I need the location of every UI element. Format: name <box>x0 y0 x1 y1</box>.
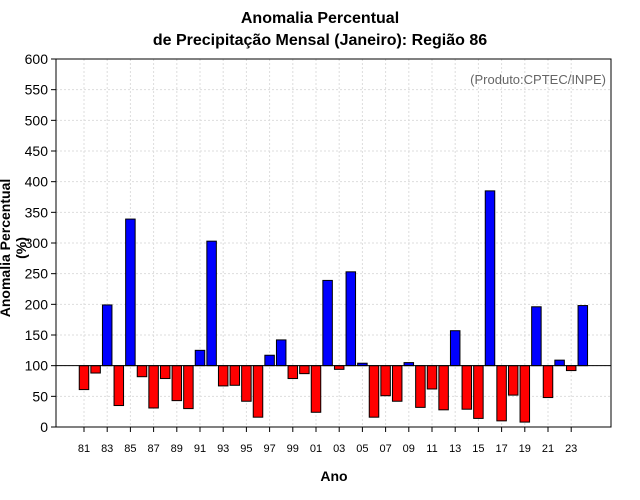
bar-89 <box>171 365 183 402</box>
bar-01 <box>310 365 322 413</box>
bar-17 <box>496 365 507 422</box>
x-tick-label: 95 <box>240 443 252 455</box>
y-tick-label: 300 <box>25 235 49 251</box>
bar-93 <box>217 365 229 387</box>
bar-00 <box>299 365 310 375</box>
y-tick-label: 150 <box>25 327 49 343</box>
x-tick-label: 83 <box>101 443 113 455</box>
x-tick-label: 13 <box>449 443 461 455</box>
y-tick-label: 550 <box>25 82 49 98</box>
bar-14 <box>461 365 473 410</box>
bar-94 <box>229 365 241 386</box>
y-tick-label: 450 <box>25 143 49 159</box>
chart-title-line2: de Precipitação Mensal (Janeiro): Região… <box>152 32 488 49</box>
x-tick-label: 81 <box>78 443 90 455</box>
bar-86 <box>136 365 148 378</box>
x-tick-label: 97 <box>263 443 275 455</box>
x-tick-label: 05 <box>356 443 368 455</box>
y-axis-label: Anomalia Percentual (%) <box>0 178 29 318</box>
x-tick-label: 01 <box>310 443 322 455</box>
bar-19 <box>519 365 531 423</box>
bar-96 <box>252 365 264 418</box>
bar-10 <box>415 365 426 408</box>
bar-92 <box>206 240 217 367</box>
bar-11 <box>426 365 438 390</box>
x-tick-label: 17 <box>495 443 507 455</box>
bar-18 <box>507 365 519 396</box>
bar-87 <box>148 365 159 409</box>
chart-title-line1: Anomalia Percentual <box>240 10 400 27</box>
bar-84 <box>113 365 125 407</box>
bar-83 <box>101 304 113 367</box>
bar-21 <box>542 365 554 399</box>
bar-22 <box>554 359 565 367</box>
x-tick-label: 93 <box>217 443 229 455</box>
x-tick-label: 23 <box>565 443 577 455</box>
y-tick-label: 350 <box>25 204 49 220</box>
bar-12 <box>438 365 449 411</box>
x-tick-label: 09 <box>403 443 415 455</box>
x-tick-label: 21 <box>542 443 554 455</box>
bar-24 <box>577 305 589 367</box>
x-tick-label: 19 <box>519 443 531 455</box>
bar-15 <box>473 365 484 419</box>
x-tick-label: 99 <box>287 443 299 455</box>
bar-07 <box>380 365 391 397</box>
x-tick-label: 87 <box>147 443 159 455</box>
bar-16 <box>484 190 496 367</box>
x-tick-label: 15 <box>472 443 484 455</box>
bar-99 <box>287 365 299 380</box>
bar-90 <box>183 365 194 410</box>
x-tick-label: 07 <box>379 443 391 455</box>
x-tick-label: 11 <box>426 443 437 455</box>
bar-04 <box>345 271 357 367</box>
y-tick-label: 250 <box>25 266 49 282</box>
bar-95 <box>241 365 252 402</box>
bar-82 <box>90 365 101 374</box>
y-tick-label: 600 <box>25 51 49 67</box>
bar-88 <box>159 365 171 380</box>
x-tick-label: 89 <box>171 443 183 455</box>
y-tick-label: 500 <box>25 112 49 128</box>
x-tick-label: 85 <box>124 443 136 455</box>
x-tick-label: 03 <box>333 443 345 455</box>
bar-98 <box>275 339 287 367</box>
bar-08 <box>391 365 403 402</box>
bar-85 <box>125 218 136 367</box>
bar-97 <box>264 354 275 367</box>
bar-20 <box>531 306 542 367</box>
bar-13 <box>449 330 461 367</box>
bar-03 <box>333 365 345 370</box>
product-credit: (Produto:CPTEC/INPE) <box>470 72 606 87</box>
y-tick-label: 50 <box>32 388 48 404</box>
bar-23 <box>565 365 577 372</box>
bar-81 <box>78 365 90 391</box>
bar-02 <box>322 279 333 367</box>
x-axis-label: Ano <box>320 468 348 484</box>
y-tick-label: 200 <box>25 296 49 312</box>
y-tick-label: 400 <box>25 174 49 190</box>
y-tick-label: 100 <box>25 358 49 374</box>
bar-06 <box>368 365 380 418</box>
x-tick-label: 91 <box>194 443 206 455</box>
bar-91 <box>194 349 206 367</box>
y-tick-label: 0 <box>40 419 48 435</box>
